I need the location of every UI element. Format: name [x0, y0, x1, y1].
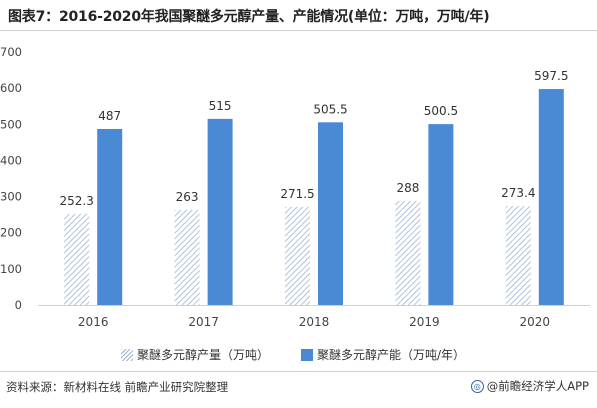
data-label-capacity-2017: 515 [209, 99, 232, 113]
x-tick-label: 2018 [299, 315, 330, 329]
data-label-production-2018: 271.5 [280, 187, 314, 201]
bar-capacity-2016 [97, 128, 123, 305]
data-label-production-2020: 273.4 [501, 186, 535, 200]
y-tick-label: 400 [0, 153, 22, 167]
data-label-capacity-2019: 500.5 [424, 104, 458, 118]
brand-label: @前瞻经济学人APP [486, 379, 589, 393]
y-tick-label: 500 [0, 117, 22, 131]
x-tick-label: 2016 [78, 315, 109, 329]
bar-production-2018 [285, 206, 310, 305]
x-tick-label: 2019 [409, 315, 440, 329]
bar-production-2017 [174, 209, 200, 305]
bar-capacity-2020 [538, 89, 564, 306]
y-tick-label: 0 [15, 298, 22, 312]
bar-production-2016 [64, 213, 90, 305]
chart-title: 图表7：2016-2020年我国聚醚多元醇产量、产能情况(单位：万吨，万吨/年) [8, 9, 490, 25]
brand-credit: ◎ @前瞻经济学人APP [470, 378, 589, 394]
y-tick-label: 700 [0, 45, 22, 59]
data-label-production-2017: 263 [176, 190, 199, 204]
bar-chart: 0 100 200 300 400 500 600 700 252.3 487 263 515 271… [0, 45, 590, 329]
title-divider [0, 30, 597, 31]
y-tick-label: 600 [0, 81, 22, 95]
data-label-production-2019: 288 [396, 181, 419, 195]
legend-item-capacity: 聚醚多元醇产能（万吨/年） [301, 346, 465, 363]
legend-swatch-capacity [301, 348, 313, 361]
x-tick-label: 2017 [188, 315, 219, 329]
legend-label-production: 聚醚多元醇产量（万吨） [137, 348, 270, 362]
bar-capacity-2017 [207, 118, 233, 305]
data-label-capacity-2016: 487 [98, 109, 121, 123]
chart-legend: 聚醚多元醇产量（万吨） 聚醚多元醇产能（万吨/年） [0, 346, 597, 364]
data-label-capacity-2020: 597.5 [534, 69, 568, 83]
y-tick-label: 200 [0, 226, 22, 240]
legend-label-capacity: 聚醚多元醇产能（万吨/年） [317, 348, 466, 362]
brand-logo-icon: ◎ [470, 379, 484, 393]
data-label-production-2016: 252.3 [60, 194, 94, 208]
y-tick-label: 100 [0, 262, 22, 276]
legend-item-production: 聚醚多元醇产量（万吨） [121, 346, 269, 363]
bar-capacity-2019 [428, 124, 454, 305]
bar-production-2020 [505, 206, 531, 305]
x-tick-label: 2020 [520, 315, 551, 329]
bar-capacity-2018 [318, 122, 343, 306]
bar-production-2019 [395, 200, 421, 305]
footer-divider [0, 371, 597, 372]
source-note: 资料来源：新材料在线 前瞻产业研究院整理 [6, 380, 229, 394]
y-tick-label: 300 [0, 190, 22, 204]
data-label-capacity-2018: 505.5 [313, 102, 347, 116]
legend-swatch-production [121, 348, 133, 361]
